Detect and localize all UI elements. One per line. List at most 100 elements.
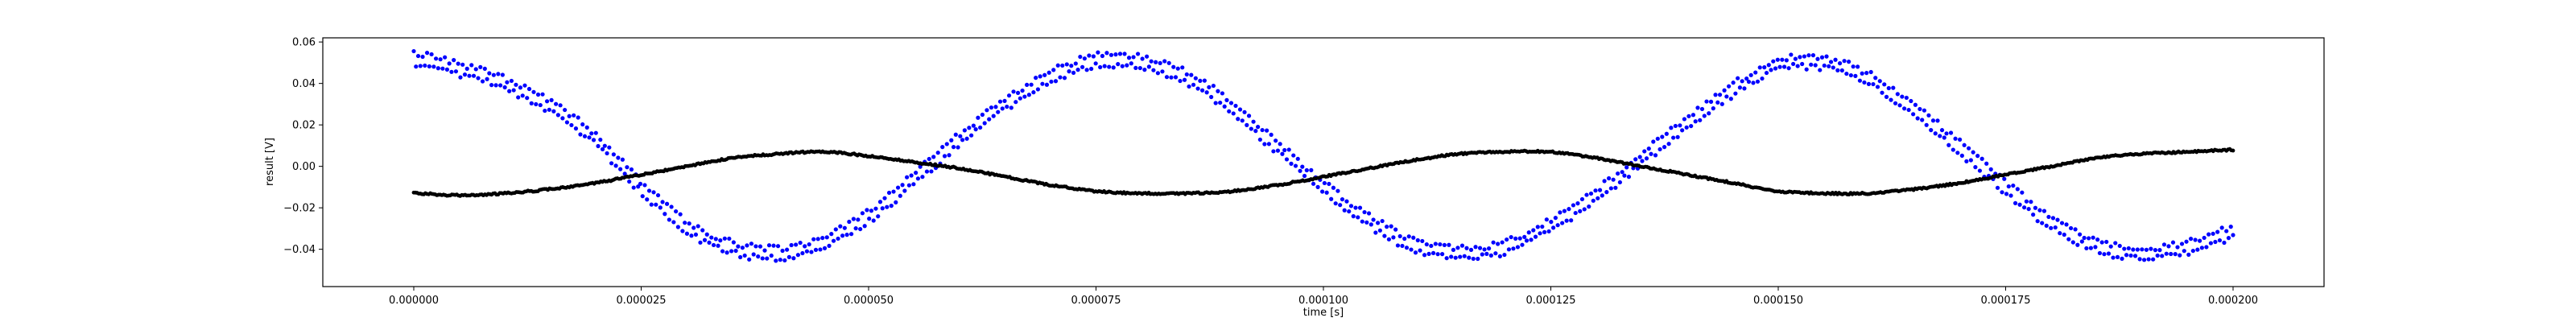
blue-series-point	[2169, 251, 2174, 257]
blue-series-point	[2066, 237, 2071, 242]
blue-series-point	[1395, 243, 1401, 248]
blue-series-point	[1018, 96, 1022, 101]
blue-series-point	[860, 211, 865, 216]
blue-series-point	[2193, 237, 2198, 242]
blue-series-point	[1089, 66, 1094, 72]
blue-series-point	[758, 244, 763, 249]
blue-series-point	[2078, 232, 2083, 237]
blue-series-point	[1757, 65, 1762, 70]
blue-series-point	[651, 190, 656, 195]
blue-series-point	[1597, 188, 1603, 192]
blue-series-point	[2015, 187, 2020, 192]
blue-series-point	[1800, 61, 1805, 67]
blue-series-point	[1315, 184, 1320, 189]
blue-series-point	[1558, 210, 1563, 215]
blue-series-point	[2157, 248, 2162, 253]
blue-series-point	[784, 247, 790, 252]
blue-series-point	[1382, 233, 1387, 238]
blue-series-point	[1717, 93, 1723, 97]
blue-series-point	[1289, 161, 1294, 166]
blue-series-point	[469, 63, 474, 68]
blue-series-point	[1073, 61, 1078, 66]
blue-series-point	[749, 242, 754, 246]
blue-series-point	[1173, 75, 1179, 80]
blue-series-point	[1191, 82, 1196, 87]
blue-series-point	[1588, 191, 1594, 196]
blue-series-point	[1988, 167, 1993, 171]
blue-series-point	[1389, 224, 1393, 229]
blue-series-point	[1366, 211, 1372, 216]
blue-series-point	[1844, 71, 1849, 76]
blue-series-point	[1553, 216, 1558, 221]
blue-series-point	[2161, 242, 2167, 247]
blue-series-point	[1122, 52, 1127, 56]
blue-series-point	[1875, 85, 1880, 89]
blue-series-point	[1935, 118, 1940, 123]
blue-series-point	[1055, 63, 1060, 68]
blue-series-point	[2040, 221, 2045, 225]
blue-series-point	[865, 208, 869, 213]
blue-series-point	[960, 138, 965, 142]
blue-series-point	[2226, 236, 2231, 241]
blue-series-point	[844, 233, 849, 237]
blue-series-point	[2029, 200, 2033, 204]
blue-series-point	[1202, 78, 1207, 83]
blue-series-point	[827, 243, 832, 248]
blue-series-point	[851, 217, 856, 221]
blue-series-point	[2170, 240, 2176, 245]
blue-series-point	[867, 217, 872, 221]
blue-series-point	[720, 249, 725, 254]
blue-series-point	[531, 89, 536, 94]
blue-series-point	[2106, 251, 2112, 256]
blue-series-point	[1722, 88, 1727, 93]
blue-series-point	[1600, 193, 1604, 198]
blue-series-point	[927, 156, 931, 162]
blue-series-point	[1497, 254, 1502, 259]
blue-series-point	[487, 71, 492, 76]
blue-series-point	[700, 228, 705, 233]
blue-series-point	[2179, 242, 2185, 246]
blue-series-point	[2222, 240, 2227, 246]
blue-series-point	[2068, 225, 2074, 231]
blue-series-point	[471, 73, 477, 78]
blue-series-point	[1524, 238, 1530, 243]
blue-series-point	[1204, 90, 1209, 95]
blue-series-point	[1562, 208, 1567, 213]
blue-series-point	[1753, 70, 1758, 75]
blue-series-point	[1506, 247, 1512, 252]
blue-series-point	[1596, 196, 1600, 200]
blue-series-point	[1617, 180, 1622, 185]
blue-series-point	[1938, 134, 1942, 138]
blue-series-point	[1564, 218, 1569, 223]
blue-series-point	[716, 243, 720, 248]
blue-series-point	[1591, 198, 1596, 203]
blue-series-point	[591, 138, 597, 142]
blue-series-point	[1100, 53, 1105, 59]
blue-series-point	[1651, 139, 1656, 144]
blue-series-point	[1404, 246, 1410, 250]
blue-series-point	[931, 155, 936, 159]
blue-series-point	[1137, 65, 1142, 71]
blue-series-point	[736, 244, 741, 249]
blue-series-point	[953, 132, 958, 137]
blue-series-point	[849, 232, 854, 237]
blue-series-point	[2153, 248, 2158, 253]
blue-series-point	[1111, 65, 1116, 70]
blue-series-point	[642, 183, 647, 188]
blue-series-point	[1477, 246, 1483, 250]
blue-series-point	[2151, 257, 2156, 262]
blue-series-point	[2211, 231, 2215, 236]
blue-series-point	[885, 204, 890, 209]
blue-series-point	[704, 232, 709, 237]
blue-series-point	[1968, 158, 1973, 163]
blue-series-point	[1975, 154, 1980, 159]
blue-series-point	[1727, 84, 1732, 89]
blue-series-point	[1613, 185, 1618, 190]
blue-series-point	[436, 66, 440, 71]
blue-series-point	[1593, 188, 1598, 193]
blue-series-point	[1509, 234, 1513, 240]
x-tick-label: 0.000100	[1298, 295, 1348, 307]
blue-series-point	[1742, 86, 1747, 91]
blue-series-point	[1955, 151, 1960, 155]
